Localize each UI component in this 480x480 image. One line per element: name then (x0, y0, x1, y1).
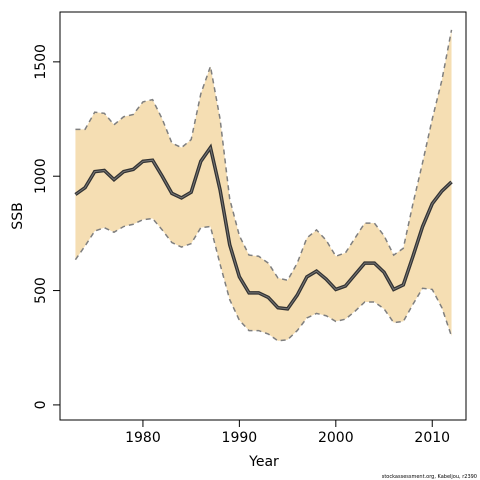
upper-bound (75, 29, 453, 282)
ssb-line-inner (75, 146, 452, 310)
x-tick-label: 1990 (222, 430, 258, 446)
y-tick-label: 1500 (33, 44, 49, 80)
confidence-band (75, 29, 452, 341)
y-tick-label: 0 (33, 400, 49, 409)
x-tick-label: 1980 (125, 430, 161, 446)
x-axis-label: Year (248, 454, 279, 470)
y-tick-label: 500 (33, 277, 49, 304)
footnote: stockassessment.org, Kabeljou, r2390 (382, 474, 477, 480)
y-tick-label: 1000 (33, 158, 49, 194)
x-tick-label: 2010 (414, 430, 450, 446)
plot-frame (59, 11, 467, 421)
lower-bound (74, 217, 453, 342)
x-tick-label: 2000 (318, 430, 354, 446)
y-axis-label: SSB (10, 202, 26, 229)
